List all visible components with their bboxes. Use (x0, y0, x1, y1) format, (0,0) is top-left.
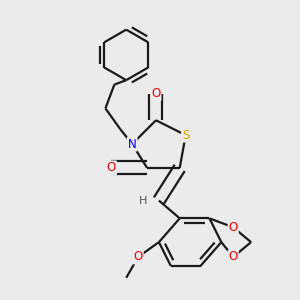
Text: O: O (134, 250, 143, 263)
Text: S: S (182, 129, 189, 142)
Text: O: O (107, 161, 116, 174)
Text: O: O (151, 87, 160, 100)
Text: O: O (229, 250, 238, 263)
Text: O: O (229, 221, 238, 234)
Text: H: H (138, 196, 147, 206)
Text: N: N (128, 138, 136, 151)
